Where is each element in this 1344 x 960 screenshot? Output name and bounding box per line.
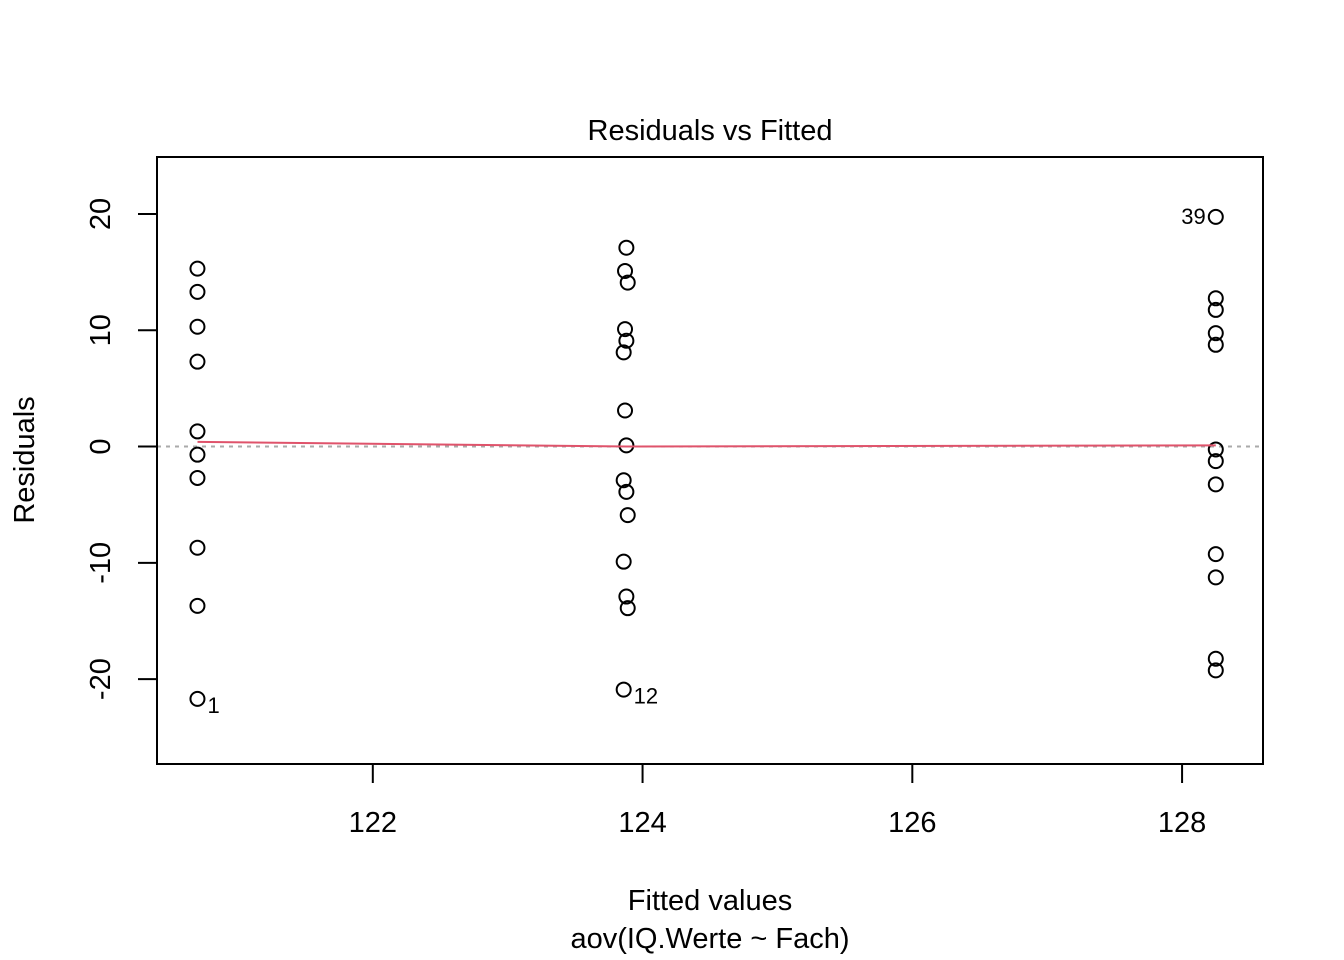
residual-point (1207, 476, 1224, 493)
residual-point (1207, 453, 1224, 470)
residual-point (618, 483, 635, 500)
residual-point (615, 553, 632, 570)
x-tick-label-128: 128 (1158, 807, 1206, 839)
residual-point (1207, 208, 1224, 225)
residual-point (617, 321, 634, 338)
residual-point (618, 437, 635, 454)
y-tick-label--20: -20 (85, 658, 117, 700)
plot-frame (156, 156, 1264, 765)
plot-layer: 122 124 126 128 -20 -10 0 10 20 1 12 39 (85, 156, 1264, 839)
y-tick-label-10: 10 (85, 314, 117, 346)
residual-point (618, 239, 635, 256)
residual-point (1207, 662, 1224, 679)
residual-point (615, 681, 632, 698)
residual-point (1207, 290, 1224, 307)
residual-point (189, 353, 206, 370)
point-label-12: 12 (634, 684, 658, 709)
residual-point (615, 472, 632, 489)
x-tick-label-122: 122 (349, 807, 397, 839)
x-tick-label-126: 126 (888, 807, 936, 839)
residual-point (1207, 569, 1224, 586)
y-axis-label: Residuals (9, 396, 41, 523)
x-axis-subtitle: aov(IQ.Werte ~ Fach) (570, 923, 849, 955)
point-label-39: 39 (1181, 204, 1205, 229)
y-tick-label-0: 0 (85, 438, 117, 454)
residual-point (189, 260, 206, 277)
residual-point (1207, 441, 1224, 458)
residual-point (617, 402, 634, 419)
residual-point (615, 344, 632, 361)
residual-point (189, 597, 206, 614)
x-tick-label-124: 124 (618, 807, 666, 839)
residual-point (618, 588, 635, 605)
residual-point (619, 600, 636, 617)
y-tick-label-20: 20 (85, 198, 117, 230)
point-label-1: 1 (207, 693, 219, 718)
residual-point (1207, 336, 1224, 353)
residual-point (189, 318, 206, 335)
residual-point (189, 283, 206, 300)
residual-point (189, 469, 206, 486)
smooth-trend-line (197, 440, 1216, 448)
residual-point (1207, 301, 1224, 318)
residual-point (1207, 546, 1224, 563)
residual-point (619, 274, 636, 291)
x-axis-label: Fitted values (628, 885, 792, 917)
chart-title: Residuals vs Fitted (588, 115, 833, 147)
residual-point (1207, 325, 1224, 342)
residual-point (189, 539, 206, 556)
y-tick-label--10: -10 (85, 542, 117, 584)
residual-point (189, 423, 206, 440)
residual-point (189, 690, 206, 707)
residual-point (617, 262, 634, 279)
residual-point (618, 332, 635, 349)
residual-point (619, 507, 636, 524)
residual-point (1207, 650, 1224, 667)
residual-point (189, 446, 206, 463)
